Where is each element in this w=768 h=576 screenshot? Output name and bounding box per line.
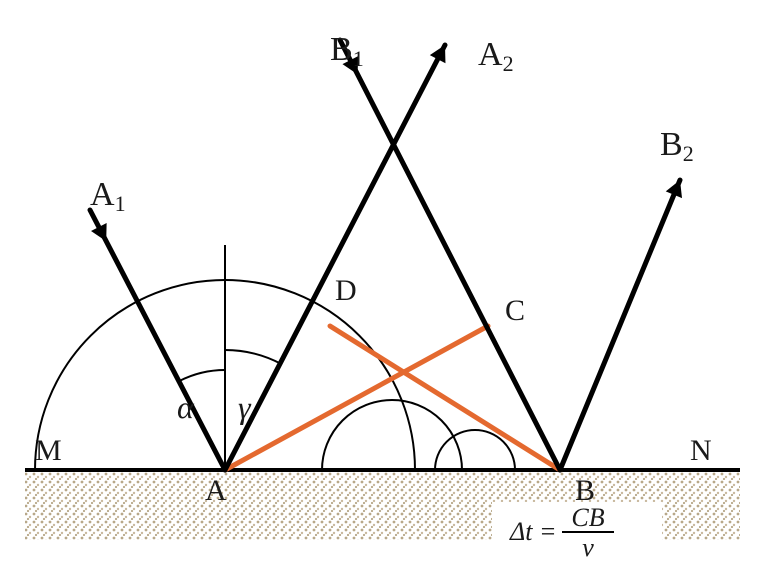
label-gamma: γ: [238, 389, 252, 425]
label-N: N: [690, 434, 712, 467]
label-C: C: [505, 294, 525, 327]
label-D: D: [335, 274, 357, 307]
label-A2: A2: [478, 36, 514, 76]
formula-denominator: v: [582, 533, 594, 562]
ray-B2-reflected: [560, 180, 680, 470]
wavelet-arc-1: [322, 400, 462, 470]
ray-A2-reflected: [225, 45, 445, 470]
label-A1: A1: [90, 176, 126, 216]
label-alpha: α: [177, 389, 195, 425]
label-B2: B2: [660, 126, 694, 166]
formula-dt-left: Δt =: [509, 517, 557, 546]
reflection-diagram: A1B1A2B2MNABDCαγΔt =CBv: [0, 0, 768, 576]
label-A: A: [205, 474, 227, 507]
label-B1: B1: [330, 31, 364, 71]
gamma-arc: [225, 350, 281, 364]
formula-numerator: CB: [571, 503, 604, 532]
alpha-arc: [180, 370, 225, 381]
label-M: M: [35, 434, 62, 467]
ray-A1-incident: [90, 210, 225, 470]
ray-B1-incident: [340, 40, 560, 470]
